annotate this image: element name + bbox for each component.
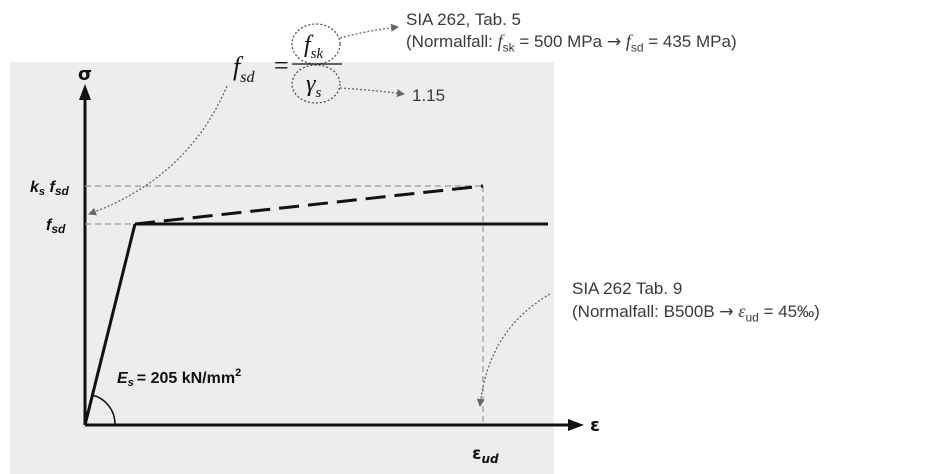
formula-numerator: fsk [304, 32, 324, 62]
sigma-axis-arrowhead [79, 84, 91, 100]
pointer-gamma-to-value [339, 87, 405, 98]
epsilon-label: ε [590, 415, 600, 436]
formula-equals: = [274, 51, 289, 80]
denominator-circle [291, 64, 341, 104]
gamma-value-label: 1.15 [412, 86, 446, 105]
modulus-angle-arc [91, 394, 116, 426]
pointer-fsk-to-source [339, 23, 399, 39]
formula-denominator: γs [306, 71, 321, 101]
numerator-circle [291, 23, 341, 65]
eud-label: εud [472, 444, 499, 466]
elastic-branch [83, 223, 137, 426]
pointer-fsd-to-axis [88, 85, 228, 216]
fsk-normal-case-note: (Normalfall: fsk = 500 MPa → fsd = 435 M… [406, 31, 737, 55]
epsilon-axis-arrowhead [568, 419, 584, 431]
hardening-branch [134, 184, 484, 226]
modulus-label: Es = 205 kN/mm2 [117, 367, 241, 389]
fsk-source-label: SIA 262, Tab. 5 [406, 10, 521, 29]
formula-lhs: fsd [233, 52, 255, 86]
diagram-background [10, 62, 554, 474]
ks-fsd-label: ks fsd [30, 179, 69, 198]
pointer-eud-to-axis [476, 293, 551, 407]
eud-normal-case-note: (Normalfall: B500B → εud = 45‰) [572, 301, 820, 325]
fsd-label: fsd [46, 217, 66, 236]
eud-source-label: SIA 262 Tab. 9 [572, 279, 683, 298]
sigma-label: σ [78, 64, 92, 85]
